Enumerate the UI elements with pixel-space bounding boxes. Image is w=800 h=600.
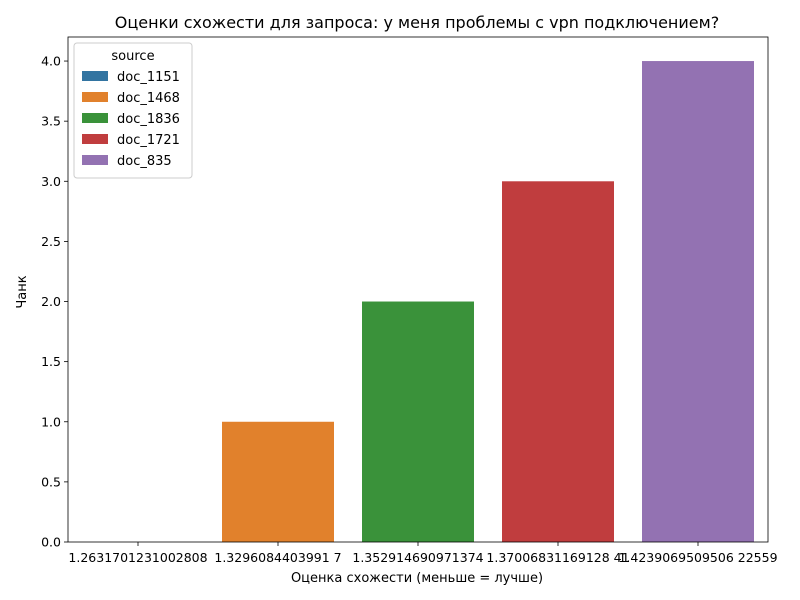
legend-swatch-doc_1721 [82, 134, 108, 144]
y-tick-label: 2.0 [41, 294, 61, 309]
x-tick-label: 1.3296084403991 7 [214, 550, 341, 565]
legend-swatch-doc_835 [82, 155, 108, 165]
legend-swatch-doc_1151 [82, 71, 108, 81]
chart-title: Оценки схожести для запроса: у меня проб… [115, 13, 719, 32]
legend-label-doc_1151: doc_1151 [117, 70, 180, 85]
legend-title: source [111, 49, 154, 64]
y-tick-label: 1.0 [41, 414, 61, 429]
y-tick-label: 0.0 [41, 535, 61, 550]
y-axis-label: Чанк [15, 275, 30, 308]
x-tick-label: 1.2631701231002808 [68, 550, 207, 565]
x-axis-label: Оценка схожести (меньше = лучше) [291, 571, 543, 586]
bar-doc_1836 [362, 301, 474, 542]
bar-doc_1468 [222, 421, 334, 542]
x-tick-label: 1.352914690971374 [352, 550, 483, 565]
legend-swatch-doc_1468 [82, 92, 108, 102]
bar-doc_1721 [502, 181, 614, 543]
legend: source doc_1151 doc_1468 doc_1836 doc_1721do… [73, 42, 193, 179]
y-tick-label: 4.0 [41, 54, 61, 69]
x-tick-label: 1.4239069509506 22559 [618, 550, 777, 565]
legend-label-doc_1836: doc_1836 [117, 112, 180, 127]
legend-label-doc_1468: doc_1468 [117, 91, 180, 106]
plot-area: 0.0 0.5 1.0 1.5 2.0 2.5 3.0 3.5 4.0 1.26317012310… [41, 36, 778, 565]
legend-swatch-doc_1836 [82, 113, 108, 123]
x-tick-label: 1.37006831169128 41 [486, 550, 629, 565]
y-tick-label: 1.5 [41, 354, 61, 369]
bar-doc_835 [642, 61, 754, 543]
y-tick-label: 3.5 [41, 114, 61, 129]
y-tick-label: 0.5 [41, 474, 61, 489]
y-tick-label: 3.0 [41, 174, 61, 189]
legend-label-doc_1721: doc_1721 [117, 133, 180, 148]
y-tick-label: 2.5 [41, 234, 61, 249]
legend-label-doc_835: doc_835 [117, 154, 172, 169]
